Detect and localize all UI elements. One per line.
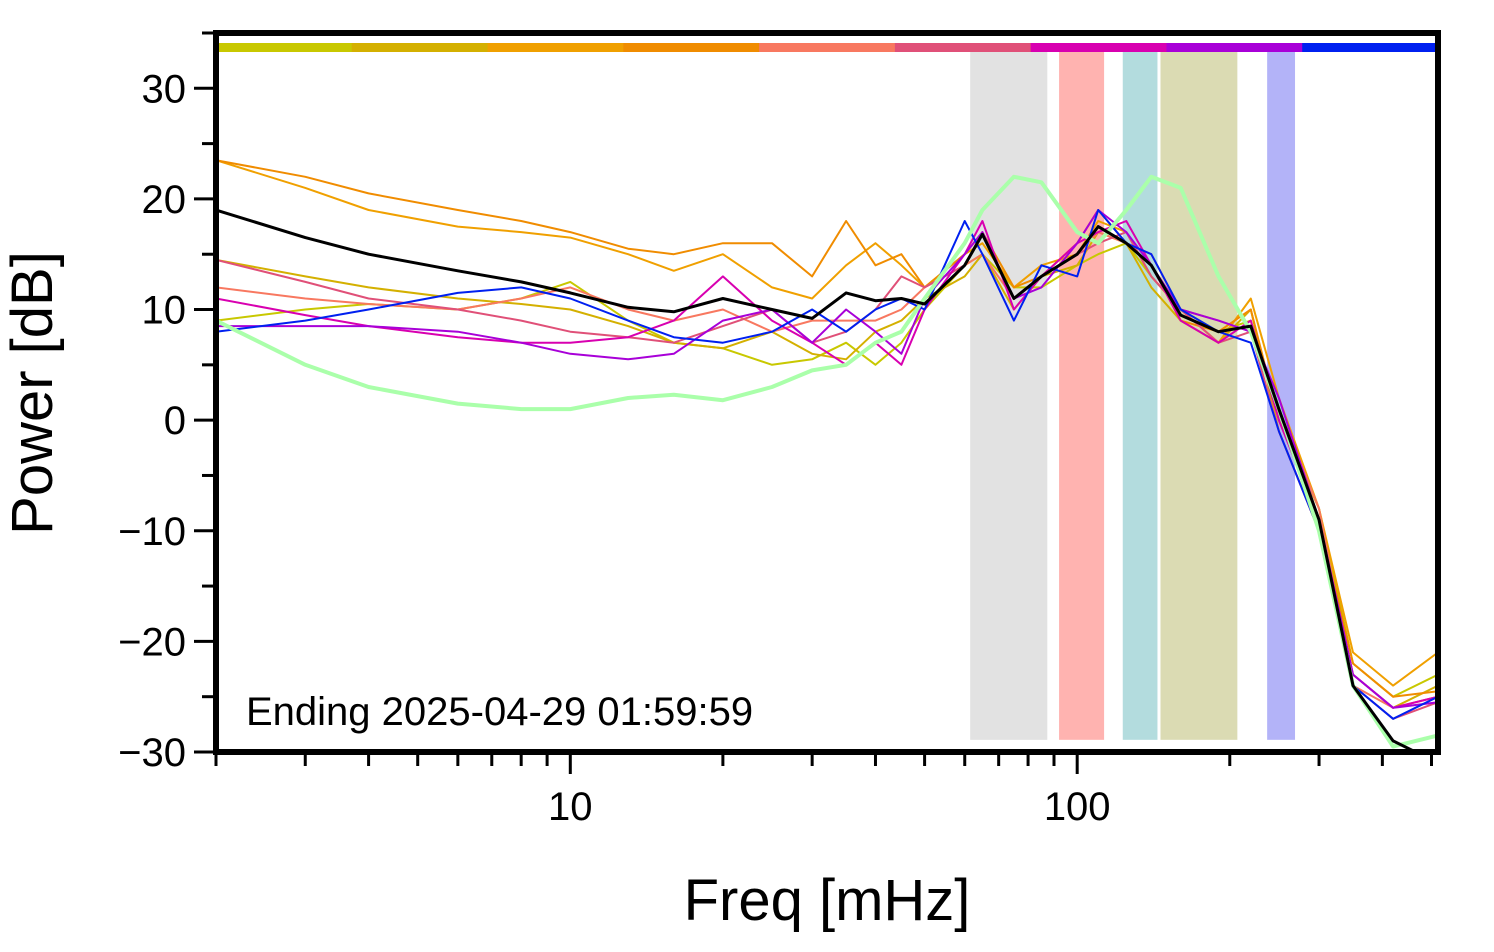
series-line [216, 208, 1419, 752]
color-bar-segment [216, 43, 353, 52]
series-line [216, 159, 1438, 687]
lines [216, 159, 1438, 752]
color-bar-segment [1030, 43, 1167, 52]
y-tick-label: 0 [164, 399, 186, 443]
x-axis-label: Freq [mHz] [684, 868, 971, 933]
x-tick-label: 10 [548, 785, 593, 829]
band [1122, 51, 1158, 740]
color-bar [216, 43, 1439, 52]
color-bar-segment [1302, 43, 1439, 52]
color-bar-segment [894, 43, 1032, 52]
color-bar-segment [487, 43, 624, 52]
x-tick-label: 100 [1044, 785, 1111, 829]
y-tick-label: 20 [142, 178, 187, 222]
band [1160, 51, 1238, 740]
y-tick-label: −10 [118, 510, 186, 554]
y-tick-label: −30 [118, 731, 186, 775]
plot-frame [213, 30, 1441, 755]
band [970, 51, 1048, 740]
y-tick-label: −20 [118, 620, 186, 664]
color-bar-segment [759, 43, 896, 52]
y-axis-label: Power [dB] [0, 251, 65, 535]
y-tick-label: 10 [142, 289, 187, 333]
bands [970, 51, 1296, 740]
series-line [216, 220, 1438, 709]
color-bar-segment [623, 43, 760, 52]
series-line [216, 174, 1438, 749]
y-tick-label: 30 [142, 67, 187, 111]
color-bar-segment [351, 43, 489, 52]
annotation: Ending 2025-04-29 01:59:59 [246, 690, 753, 734]
series-line [216, 159, 1438, 698]
band [1059, 51, 1105, 740]
series-line [216, 209, 1438, 720]
color-bar-segment [1166, 43, 1303, 52]
